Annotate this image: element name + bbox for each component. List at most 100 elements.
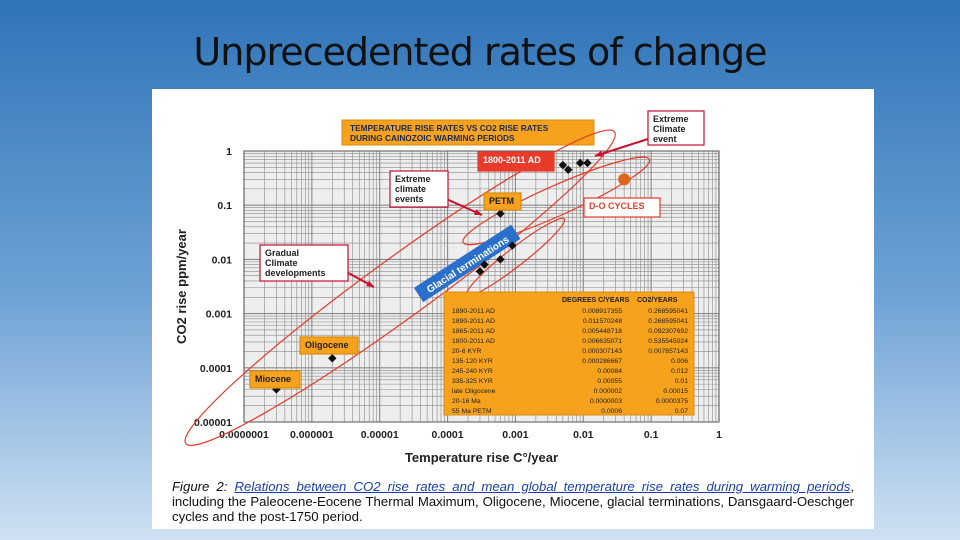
extreme-events-label-text: events [395,194,424,204]
table-cell-co2: 0.535545024 [648,338,688,345]
plot-border [243,150,720,423]
table-cell-co2: 0.006 [671,358,688,365]
table-cell-co2: 0.01 [675,378,688,385]
x-tick-label: 0.00001 [361,429,399,441]
extreme-events-label-text: Extreme [395,174,431,184]
table-cell-co2: 0.00015 [663,388,688,395]
caption-link[interactable]: Relations between CO2 rise rates and mea… [234,479,851,494]
chart-title-line: DURING CAINOZOIC WARMING PERIODS [350,133,515,143]
data-point [496,209,505,218]
x-tick-label: 0.0000001 [219,429,269,441]
extreme-event-label-text: Climate [653,124,686,134]
table-header: DEGREES C/YEARS [562,297,630,304]
table-cell-period: 55 Ma PETM [452,408,492,415]
petm-label-text: PETM [489,196,514,206]
gradual-label-text: Gradual [265,248,299,258]
table-cell-period: 20-16 Ma [452,398,481,405]
data-point [558,160,568,170]
y-tick-label: 0.01 [212,254,233,266]
y-tick-label: 0.00001 [194,417,232,429]
data-point [475,267,485,276]
year-range-label-text: 1800-2011 AD [483,155,541,165]
data-point [480,260,489,269]
data-point [583,158,592,168]
extreme-event-arrow [594,138,649,157]
table-cell-temp: 0.006635071 [582,338,622,345]
data-point [328,354,337,363]
oligocene-label-box [299,336,359,355]
table-cell-temp: 0.00084 [597,368,622,375]
extreme-events-label-text: climate [395,184,426,194]
figure-panel: 0.0000001 0.000001 0.00001 0.0001 0.001 0.01 0… [152,89,874,529]
x-tick-label: 0.1 [644,429,659,441]
table-cell-period: 1890-2011 AD [452,318,495,325]
year-range-label-box [477,151,555,172]
table-cell-co2: 0.092307692 [648,328,688,335]
petm-label-box [483,192,522,211]
table-cell-co2: 0.007857143 [648,348,688,355]
x-tick-label: 0.0001 [432,429,464,441]
table-cell-co2: 0.0000375 [656,398,688,405]
caption-text: , including the Paleocene-Eocene Thermal… [172,479,854,524]
extreme-events-arrow-head [474,209,482,215]
gradual-arrow-head [366,280,374,287]
table-cell-co2: 0.012 [671,368,688,375]
x-tick-label: 1 [716,429,722,441]
table-cell-temp: 0.011570248 [583,318,622,325]
trend-ellipse [184,129,616,446]
x-tick-label: 0.01 [573,429,594,441]
x-axis-title: Temperature rise C°/year [405,450,558,465]
extreme-event-arrow-head [595,150,603,157]
table-cell-co2: 0.268595041 [648,318,688,325]
dco-label-text: D-O CYCLES [589,201,645,211]
table-cell-period: 135-120 KYR [452,358,493,365]
gradual-label-text: developments [265,268,326,278]
table-cell-period: late Oligocene [452,388,496,395]
table-cell-temp: 0.005448718 [582,328,622,335]
table-cell-period: 1890-2011 AD [452,308,495,315]
dco-label-box [583,197,661,218]
extreme-ellipse [462,156,651,246]
gradual-label-text: Climate [265,258,298,268]
table-cell-temp: 0.00055 [597,378,622,385]
oligocene-label-text: Oligocene [305,340,349,350]
figure-caption: Figure 2: Relations between CO2 rise rat… [172,479,854,524]
caption-label: Figure 2: [172,479,228,494]
table-header: CO2/YEARS [637,297,678,304]
extreme-event-label-text: event [653,134,677,144]
data-point [575,158,585,168]
table-cell-temp: 0.0000003 [590,398,622,405]
y-tick-label: 0.001 [206,309,232,321]
table-cell-period: 1800-2011 AD [452,338,495,345]
y-tick-label: 1 [226,146,232,158]
table-cell-period: 335-325 KYR [452,378,493,385]
table-cell-co2: 0.07 [675,408,688,415]
gradual-label-box [259,244,349,282]
scatter-chart: 0.0000001 0.000001 0.00001 0.0001 0.001 0.01 0… [174,110,722,465]
miocene-label-box [249,370,301,389]
table-cell-temp: 0.000286667 [582,358,622,365]
dco-point [618,173,631,186]
table-cell-temp: 0.000307143 [582,348,622,355]
table-cell-period: 1865-2011 AD [452,328,495,335]
slide-title: Unprecedented rates of change [193,30,767,74]
table-cell-temp: 0.0006 [601,408,622,415]
table-cell-temp: 0.000002 [594,388,623,395]
extreme-event-label-box [647,110,705,146]
table-cell-period: 245-240 KYR [452,368,493,375]
x-tick-label: 0.001 [502,429,528,441]
y-tick-label: 0.0001 [200,363,232,375]
table-cell-period: 20-6 KYR [452,348,482,355]
chart-title-line: TEMPERATURE RISE RATES VS CO2 RISE RATES [350,123,549,133]
extreme-event-label-text: Extreme [653,114,689,124]
y-tick-label: 0.1 [217,200,232,212]
table-cell-co2: 0.268595041 [648,308,688,315]
data-table-box [443,291,695,416]
chart-title-box [341,119,595,146]
data-point [496,255,505,264]
glacial-band [413,224,521,303]
extreme-events-label-box [389,170,449,208]
table-cell-temp: 0.008917355 [582,308,622,315]
x-tick-label: 0.000001 [290,429,334,441]
miocene-label-text: Miocene [255,374,291,384]
